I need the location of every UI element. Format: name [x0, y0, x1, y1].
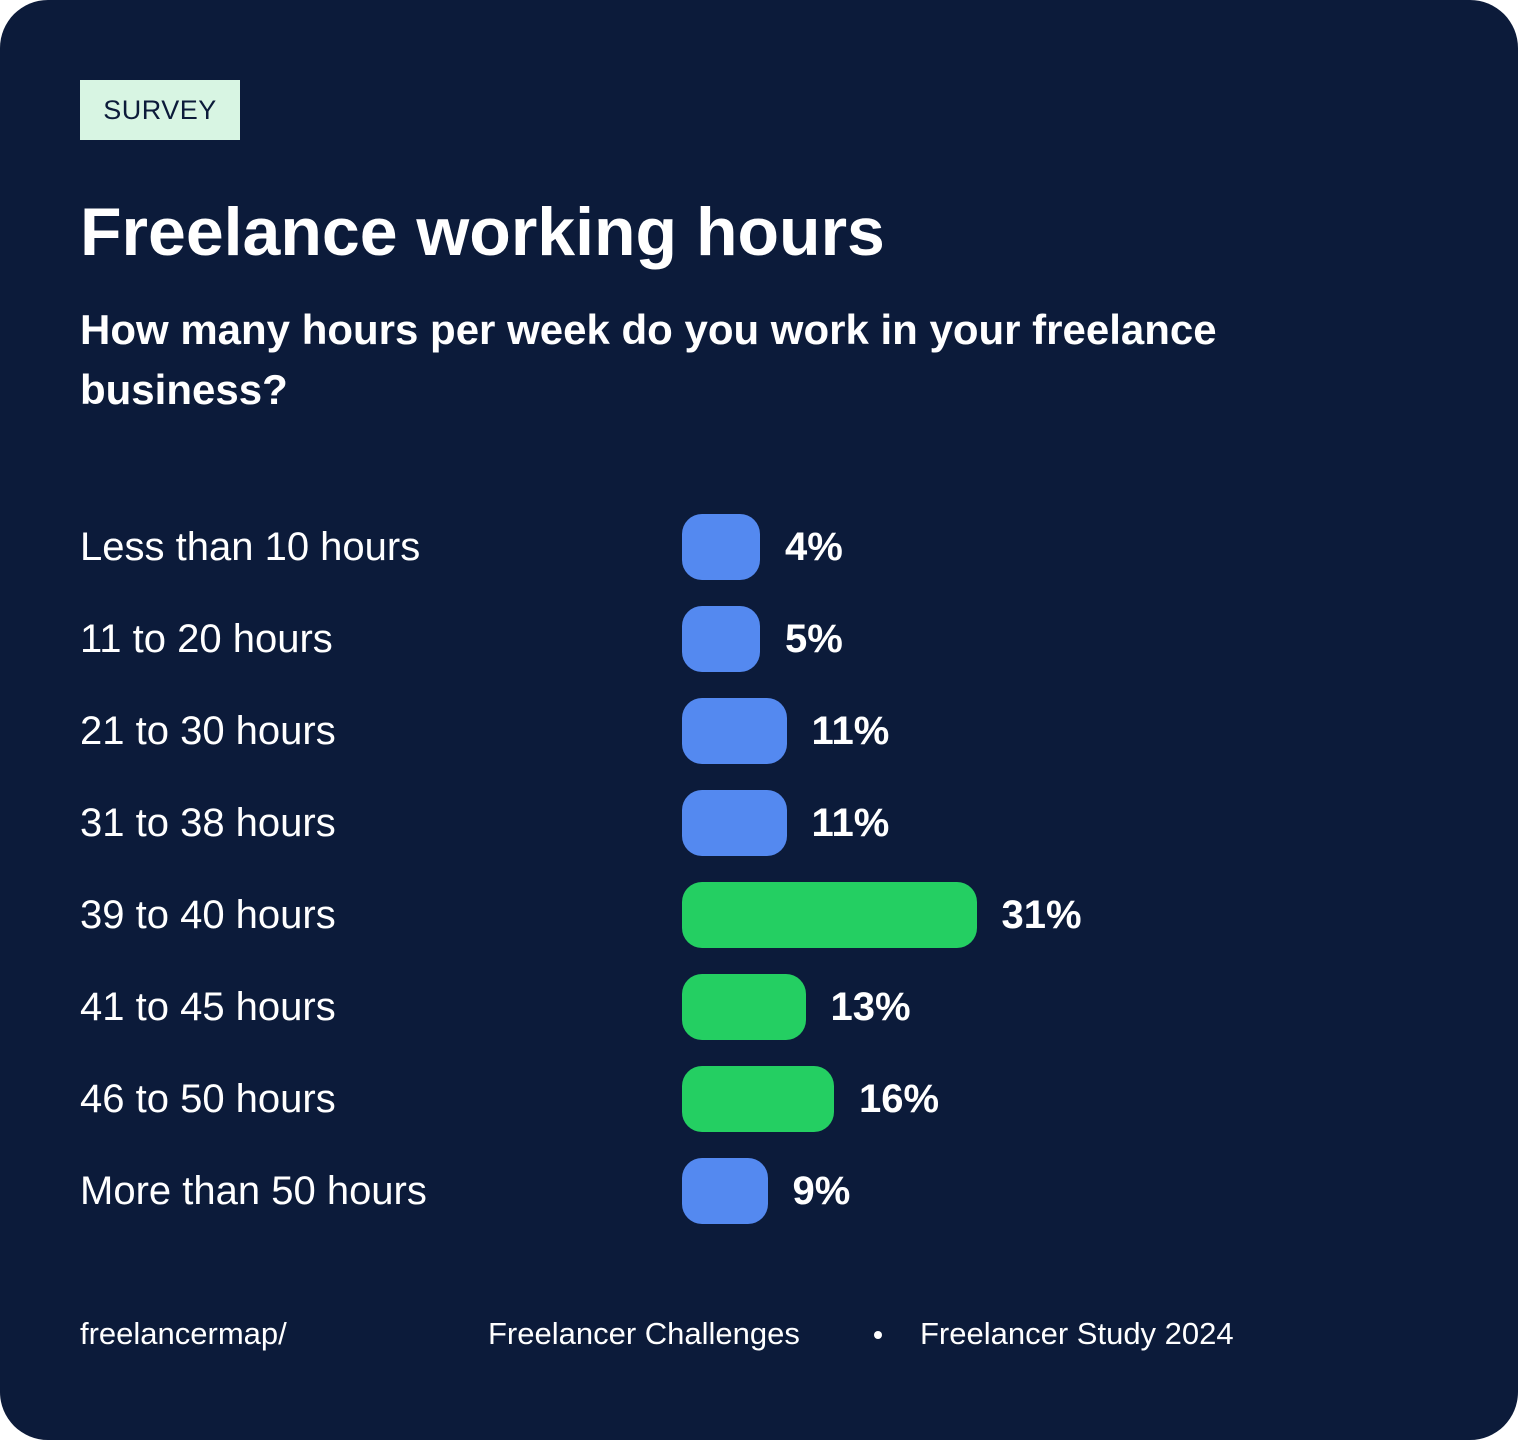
category-label: Less than 10 hours: [80, 525, 421, 569]
bar: [682, 1066, 834, 1132]
value-label: 31%: [1001, 893, 1082, 937]
value-label: 5%: [785, 617, 843, 661]
value-label: 11%: [811, 709, 890, 753]
value-label: 4%: [785, 525, 843, 569]
value-label: 11%: [811, 801, 890, 845]
bar: [682, 606, 760, 672]
bar: [682, 1158, 768, 1224]
category-label: 46 to 50 hours: [80, 1077, 336, 1121]
category-label: 31 to 38 hours: [80, 801, 336, 845]
bar: [682, 698, 787, 764]
category-label: 11 to 20 hours: [80, 617, 333, 661]
category-label: 39 to 40 hours: [80, 893, 336, 937]
bar: [682, 514, 760, 580]
value-label: 13%: [830, 985, 911, 1029]
chart-subtitle: How many hours per week do you work in y…: [80, 306, 1217, 413]
value-label: 9%: [792, 1169, 851, 1213]
brand-logo: freelancermap/: [80, 1316, 287, 1351]
bar: [682, 882, 977, 948]
footer-series: Freelancer Challenges: [488, 1316, 800, 1351]
bar: [682, 974, 806, 1040]
category-label: 41 to 45 hours: [80, 985, 336, 1029]
chart-title: Freelance working hours: [80, 194, 885, 270]
category-label: 21 to 30 hours: [80, 709, 336, 753]
value-label: 16%: [859, 1077, 940, 1121]
category-label: More than 50 hours: [80, 1169, 427, 1213]
footer-study: Freelancer Study 2024: [920, 1316, 1234, 1351]
survey-badge: SURVEY: [80, 80, 240, 140]
footer-separator-dot: [874, 1331, 882, 1339]
bar: [682, 790, 787, 856]
